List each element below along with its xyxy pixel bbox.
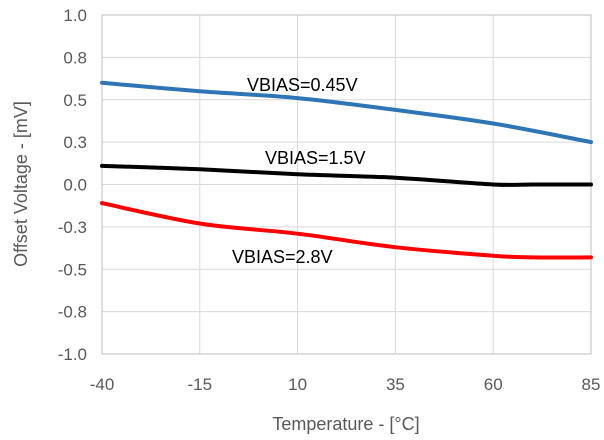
x-tick-label: -15 <box>188 375 213 394</box>
series-label-vbias-28: VBIAS=2.8V <box>232 247 333 267</box>
x-axis-label: Temperature - [°C] <box>272 414 419 434</box>
series-label-vbias-15: VBIAS=1.5V <box>265 148 366 168</box>
y-tick-label: 0.8 <box>63 48 87 67</box>
y-axis-ticks: 1.0 0.8 0.5 0.3 0.0 -0.3 -0.5 -0.8 -1.0 <box>58 6 87 364</box>
series-lines <box>100 80 593 260</box>
series-line-2 <box>100 201 593 260</box>
series-line-1 <box>100 163 593 187</box>
y-axis-label: Offset Voltage - [mV] <box>11 101 31 267</box>
y-tick-label: -1.0 <box>58 345 87 364</box>
series-label-vbias-045: VBIAS=0.45V <box>247 75 358 95</box>
x-tick-label: -40 <box>90 375 115 394</box>
y-tick-label: -0.8 <box>58 303 87 322</box>
x-tick-label: 35 <box>386 375 405 394</box>
y-tick-label: -0.3 <box>58 218 87 237</box>
x-tick-label: 60 <box>484 375 503 394</box>
y-tick-label: 0.3 <box>63 133 87 152</box>
y-tick-label: 1.0 <box>63 6 87 25</box>
x-tick-label: 85 <box>582 375 601 394</box>
y-tick-label: -0.5 <box>58 260 87 279</box>
series-line-0 <box>100 80 593 145</box>
x-tick-label: 10 <box>288 375 307 394</box>
x-axis-ticks: -40 -15 10 35 60 85 <box>90 375 601 394</box>
y-tick-label: 0.0 <box>63 176 87 195</box>
y-tick-label: 0.5 <box>63 91 87 110</box>
